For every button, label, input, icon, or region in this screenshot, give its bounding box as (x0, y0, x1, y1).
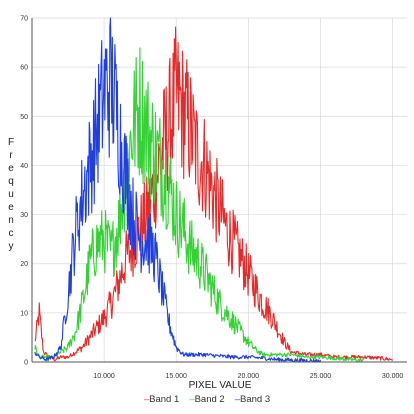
y-tick-label: 0 (24, 360, 28, 367)
x-tick-labels: 10.000 15.000 20.000 25.000 30.000 (93, 373, 403, 380)
series-line-band-2 (34, 47, 364, 363)
y-tick-label: 70 (20, 16, 28, 23)
axes (31, 18, 407, 363)
y-tick-label: 60 (20, 65, 28, 72)
y-tick-label: 30 (20, 212, 28, 219)
x-tick-label: 25.000 (310, 373, 332, 380)
y-tick-label: 20 (20, 261, 28, 268)
legend-item-band-3: –Band 3 (235, 394, 270, 405)
legend-swatch: – (234, 394, 240, 405)
legend: –Band 1 –Band 2 –Band 3 (0, 394, 414, 405)
y-tick-label: 10 (20, 310, 28, 317)
legend-swatch: – (189, 394, 195, 405)
x-tick-label: 10.000 (93, 373, 115, 380)
legend-item-band-2: –Band 2 (189, 394, 224, 405)
legend-label: Band 1 (149, 394, 180, 405)
histogram-chart: 10.000 15.000 20.000 25.000 30.000 0 10 20 30 40… (8, 16, 407, 391)
x-tick-label: 15.000 (166, 373, 188, 380)
x-tick-label: 20.000 (238, 373, 260, 380)
legend-label: Band 2 (194, 394, 225, 405)
series-line-band-3 (34, 17, 321, 363)
legend-item-band-1: –Band 1 (144, 394, 179, 405)
legend-swatch: – (143, 394, 150, 405)
series-layer (34, 17, 393, 363)
x-tick-label: 30.000 (382, 373, 404, 380)
legend-label: Band 3 (240, 394, 271, 405)
y-tick-label: 50 (20, 114, 28, 121)
y-tick-labels: 0 10 20 30 40 50 60 70 (20, 16, 28, 367)
y-tick-label: 40 (20, 163, 28, 170)
x-axis-title: PIXEL VALUE (189, 380, 252, 391)
